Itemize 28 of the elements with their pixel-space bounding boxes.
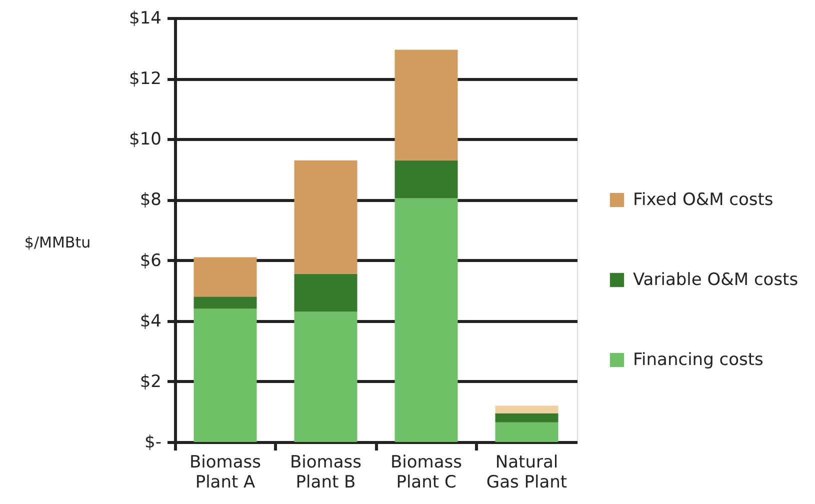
- bar: [194, 296, 257, 309]
- bar: [495, 413, 558, 422]
- y-tick-label: $10: [129, 130, 162, 150]
- bar: [495, 422, 558, 442]
- bar: [294, 312, 358, 442]
- bar: [394, 160, 458, 198]
- bar: [394, 50, 458, 160]
- bar: [294, 274, 358, 312]
- y-tick-label: $4: [140, 311, 162, 332]
- x-tick-label: Biomass Plant B: [290, 452, 362, 492]
- y-tick-label: $-: [144, 432, 162, 452]
- y-tick-label: $8: [140, 190, 162, 210]
- bar: [294, 160, 358, 274]
- y-tick-label: $14: [129, 8, 162, 28]
- bar: [495, 406, 558, 414]
- bar: [194, 257, 257, 297]
- legend-label: Variable O&M costs: [633, 270, 798, 290]
- y-tick-label: $2: [140, 372, 162, 392]
- y-axis-title: $/MMBtu: [24, 234, 91, 252]
- x-tick-label: Biomass Plant A: [190, 452, 262, 492]
- y-tick-label: $6: [140, 250, 162, 271]
- legend-label: Fixed O&M costs: [633, 190, 774, 210]
- bar: [394, 198, 458, 442]
- y-tick-label: $12: [129, 69, 162, 90]
- bar: [194, 308, 257, 442]
- legend-label: Financing costs: [633, 350, 764, 370]
- x-tick-label: Biomass Plant C: [390, 452, 462, 492]
- x-tick-label: Natural Gas Plant: [486, 452, 568, 492]
